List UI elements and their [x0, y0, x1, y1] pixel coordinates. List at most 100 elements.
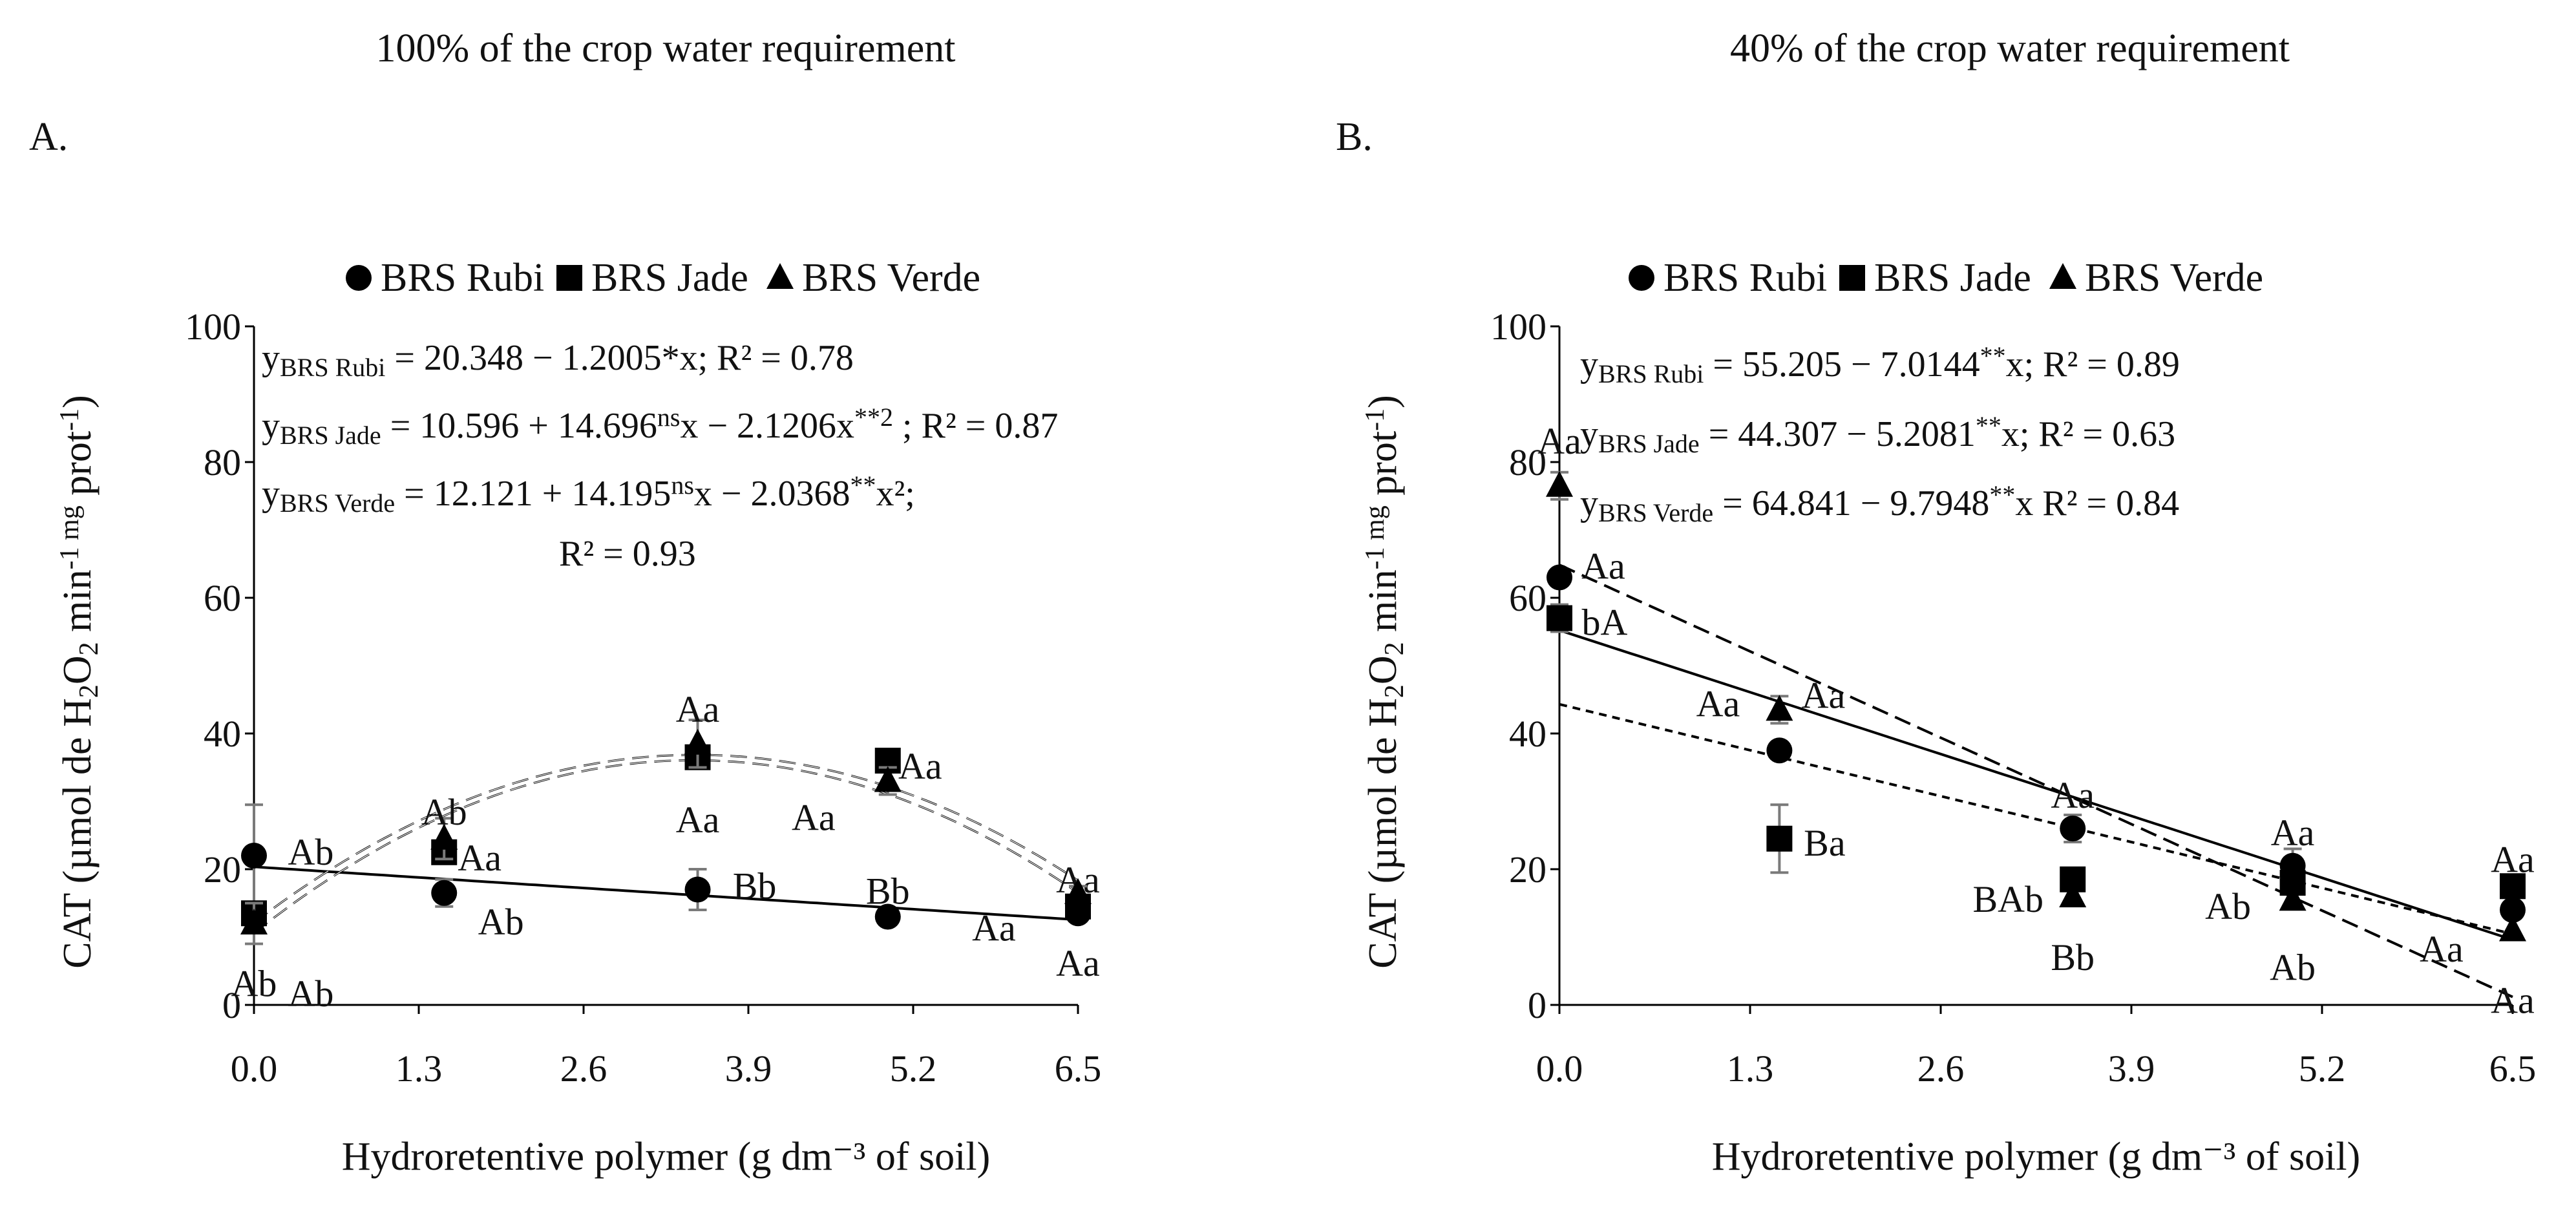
- equation-part: ns: [671, 470, 694, 500]
- legend-marker: [1839, 265, 1865, 291]
- legend-label: BRS Rubi: [1663, 256, 1827, 300]
- equation-3: yBRS Verde = 12.121 + 14.195nsx − 2.0368…: [262, 470, 915, 518]
- x-tick-label: 0.0: [1536, 1048, 1583, 1090]
- panel-b: 40% of the crop water requirement B. 0 20 40…: [1336, 26, 2536, 1179]
- legend-marker: [766, 263, 794, 289]
- y-axis-title-part: min: [56, 569, 100, 642]
- equation-part: BRS Verde: [280, 489, 395, 518]
- equation-part: **: [850, 470, 876, 500]
- legend-marker: [2049, 263, 2076, 289]
- data-point: [431, 880, 458, 906]
- legend-label: BRS Jade: [1874, 256, 2031, 300]
- panel-label: A.: [29, 115, 68, 159]
- equation-part: **: [1980, 341, 2006, 370]
- x-tick-label: 6.5: [1055, 1048, 1102, 1090]
- point-label: Aa: [2420, 928, 2464, 970]
- point-label: bA: [1582, 602, 1628, 644]
- equation-part: y: [1580, 344, 1598, 385]
- x-tick-label: 0.0: [231, 1048, 278, 1090]
- data-point: [684, 876, 711, 903]
- equation-2: yBRS Jade = 44.307 − 5.2081**x; R² = 0.6…: [1580, 411, 2175, 458]
- point-label: Aa: [458, 837, 501, 879]
- fit-line-inner: [253, 754, 1079, 923]
- x-tick-label: 5.2: [2299, 1048, 2346, 1090]
- equation-2: yBRS Jade = 10.596 + 14.696nsx − 2.1206x…: [262, 403, 1058, 450]
- point-label: Bb: [866, 870, 910, 912]
- y-axis-title-part: O: [56, 655, 100, 684]
- panel-label: B.: [1336, 115, 1373, 159]
- point-label: Aa: [1802, 674, 1846, 716]
- data-point: [1547, 605, 1572, 631]
- point-label: Ab: [288, 831, 334, 873]
- panel-a: 100% of the crop water requirement A. 0 20 4…: [29, 26, 1101, 1179]
- equation-part: **2: [854, 403, 893, 432]
- data-point: [1766, 695, 1793, 721]
- point-label: BAb: [1972, 878, 2043, 920]
- equation-part: R² = 0.93: [559, 534, 696, 574]
- y-tick-label: 60: [1509, 577, 1547, 619]
- legend-label: BRS Rubi: [381, 256, 544, 300]
- data-point: [2500, 897, 2526, 923]
- fit-line-brs-verde: [1559, 564, 2513, 998]
- x-tick-label: 2.6: [1917, 1048, 1965, 1090]
- equation-part: y: [262, 338, 280, 378]
- y-tick-label: 40: [1509, 713, 1547, 755]
- equation-part: BRS Jade: [1598, 429, 1700, 458]
- data-point: [240, 909, 268, 934]
- y-axis-title-part: -1 mg: [55, 505, 85, 569]
- equation-part: ; R² = 0.87: [893, 406, 1058, 446]
- legend-item: BRS Rubi: [1629, 256, 1827, 300]
- point-label: Aa: [792, 797, 836, 839]
- y-axis-title-part: 2: [1380, 684, 1409, 698]
- x-tick-label: 3.9: [725, 1048, 772, 1090]
- series-brs-jade: bA Ba BAb Ab Aa: [1547, 602, 2535, 927]
- point-label: Aa: [1696, 682, 1740, 724]
- legend-label: BRS Verde: [802, 256, 980, 300]
- y-axis-title-part: ): [1361, 395, 1405, 408]
- y-tick-label: 80: [204, 441, 241, 483]
- panel-title: 40% of the crop water requirement: [1730, 26, 2290, 70]
- legend-label: BRS Jade: [591, 256, 748, 300]
- y-tick-label: 40: [204, 713, 241, 755]
- point-label: Aa: [898, 745, 942, 787]
- equation-part: **: [1976, 411, 2001, 440]
- y-axis-title-part: 2: [1380, 642, 1409, 655]
- y-axis-title-part: 2: [74, 642, 104, 655]
- legend-marker: [556, 265, 582, 291]
- point-label: Ab: [421, 791, 467, 833]
- data-point: [2500, 873, 2526, 900]
- data-point: [1766, 825, 1793, 852]
- legend-item: BRS Jade: [556, 256, 748, 300]
- equation-part: y: [262, 474, 280, 514]
- equation-part: y: [1580, 414, 1598, 454]
- legend: BRS Rubi BRS Jade BRS Verde: [1629, 256, 2263, 300]
- point-label: Ab: [2205, 885, 2251, 927]
- point-label: Aa: [1581, 545, 1625, 587]
- equation-part: = 20.348 − 1.2005*x; R² = 0.78: [385, 338, 853, 378]
- y-axis-title-part: -1 mg: [1360, 505, 1390, 569]
- equation-part: BRS Jade: [280, 421, 381, 450]
- y-tick-label: 80: [1509, 441, 1547, 483]
- data-point: [1546, 470, 1573, 497]
- data-point: [430, 823, 458, 850]
- point-label: Aa: [1537, 420, 1581, 462]
- point-label: Aa: [972, 907, 1016, 949]
- equation-3: yBRS Verde = 64.841 − 9.7948**x R² = 0.8…: [1580, 480, 2179, 527]
- legend-item: BRS Verde: [766, 256, 980, 300]
- y-tick-label: 20: [1509, 849, 1547, 891]
- point-label: Aa: [676, 799, 720, 841]
- fit-line-brs-rubi: [1559, 629, 2513, 942]
- equation-part: x R² = 0.84: [2015, 483, 2179, 523]
- y-axis-title-part: min: [1361, 569, 1405, 642]
- equation-1: yBRS Rubi = 20.348 − 1.2005*x; R² = 0.78: [262, 338, 854, 382]
- point-label: Ab: [478, 901, 524, 943]
- point-label: Aa: [2491, 838, 2535, 880]
- point-label: Aa: [2491, 980, 2535, 1022]
- point-label: Ab: [231, 962, 277, 1004]
- x-tick-label: 2.6: [560, 1048, 607, 1090]
- data-point: [1766, 737, 1793, 764]
- y-axis-title-part: CAT (µmol de H: [1361, 698, 1405, 969]
- x-tick-label: 5.2: [890, 1048, 937, 1090]
